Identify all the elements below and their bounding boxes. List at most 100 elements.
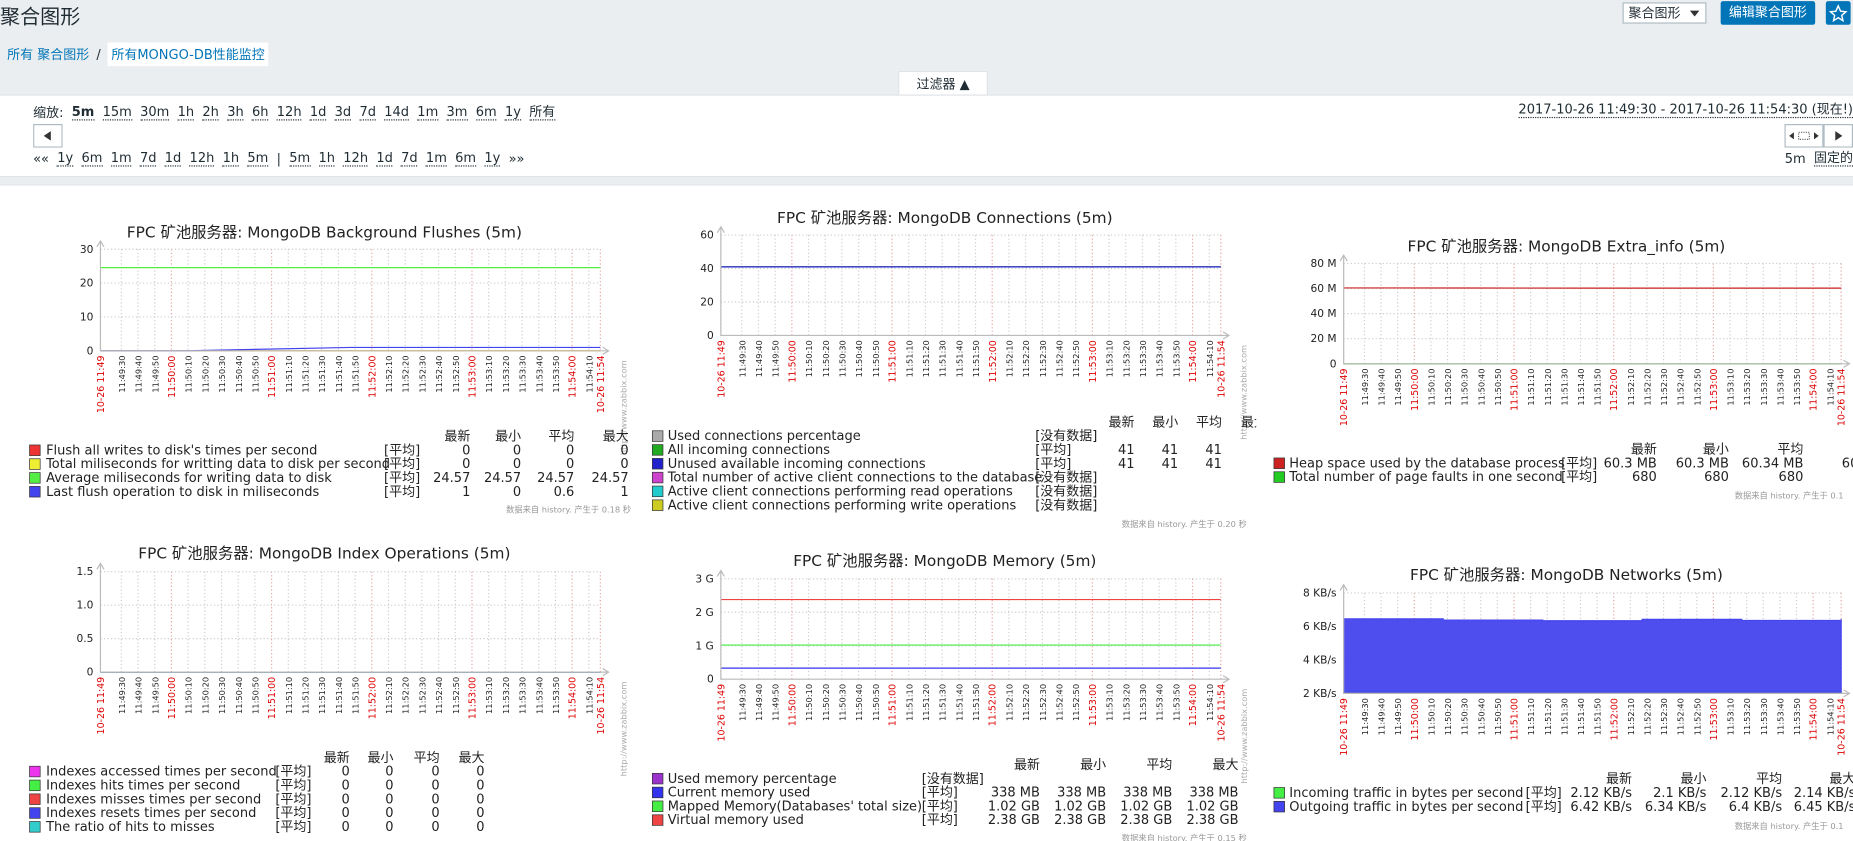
x-tick-label: 11:50:40 xyxy=(1476,369,1486,406)
scroll-left[interactable] xyxy=(33,124,63,148)
legend-name: Unused available incoming connections xyxy=(668,457,926,472)
legend-stat: 338 MB xyxy=(1057,786,1106,801)
legend-stat: 24.57 xyxy=(537,471,574,486)
zoom-link[interactable]: 5m xyxy=(71,103,95,120)
zoom-link[interactable]: 15m xyxy=(102,103,132,120)
x-tick-label: 11:52:10 xyxy=(384,356,394,393)
nav-forward-link[interactable]: 6m xyxy=(455,150,477,167)
x-tick-label: 11:54:00 xyxy=(1188,684,1199,726)
filter-tab[interactable]: 过滤器 ▲ xyxy=(898,70,988,96)
legend-func: [平均] xyxy=(275,820,311,835)
legend-stat: 60.34 MB xyxy=(1742,456,1803,471)
star-icon xyxy=(1828,4,1848,23)
nav-forward-link[interactable]: »» xyxy=(508,151,525,167)
nav-back-link[interactable]: «« xyxy=(33,151,50,167)
nav-row: «« 1y 6m 1m 7d 1d 12h 1h 5m | 5m 1h 12h 1d 7d 1m 6m 1y »» xyxy=(33,150,525,167)
x-tick-label: 11:49:30 xyxy=(117,677,127,714)
legend-header: 最新 xyxy=(1631,442,1657,458)
zoom-link[interactable]: 1m xyxy=(417,103,439,120)
legend-stat: 24.57 xyxy=(484,471,521,486)
y-tick-label: 1.5 xyxy=(76,565,93,578)
nav-back-link[interactable]: 1h xyxy=(222,150,240,167)
x-tick-label: 11:52:20 xyxy=(1021,684,1031,721)
x-tick-label: 11:49:40 xyxy=(1377,369,1387,406)
x-tick-label: 11:49:30 xyxy=(1360,698,1370,735)
legend-func: [平均] xyxy=(1561,456,1597,471)
graph: FPC 矿池服务器: MongoDB Connections (5m) 10-26… xyxy=(651,209,1256,529)
y-tick-label: 0 xyxy=(87,666,94,679)
zoom-link[interactable]: 7d xyxy=(359,103,376,120)
nav-back-link[interactable]: 1m xyxy=(110,150,132,167)
nav-back-link[interactable]: 1d xyxy=(164,150,182,167)
breadcrumb-link[interactable]: 所有 聚合图形 xyxy=(7,47,90,63)
x-tick-label: 10-26 11:54 xyxy=(1837,369,1848,427)
x-tick-label: 11:50:10 xyxy=(184,356,194,393)
nav-forward-link[interactable]: 1d xyxy=(376,150,393,167)
x-tick-label: 10-26 11:49 xyxy=(96,677,107,735)
nav-forward-link[interactable]: 1m xyxy=(425,150,447,167)
x-tick-label: 11:52:10 xyxy=(1004,340,1014,377)
nav-back-link[interactable]: 5m xyxy=(247,150,269,167)
legend-name: Indexes misses times per second xyxy=(46,792,261,807)
axes xyxy=(1343,256,1849,365)
x-tick-label: 11:53:40 xyxy=(534,356,544,393)
zoom-link[interactable]: 2h xyxy=(202,103,219,120)
x-tick-label: 10-26 11:49 xyxy=(716,340,727,398)
scroll-right[interactable] xyxy=(1784,124,1853,148)
x-tick-label: 11:50:40 xyxy=(234,356,244,393)
legend-header: 最小 xyxy=(1152,415,1178,430)
zoom-link[interactable]: 3h xyxy=(227,103,244,120)
legend-stat: 0 xyxy=(385,792,393,807)
legend-stat: 60.3 MB xyxy=(1604,456,1657,471)
zoom-link[interactable]: 6h xyxy=(251,103,269,120)
legend-header: 平均 xyxy=(414,751,440,766)
legend-header: 最新 xyxy=(324,750,350,766)
x-tick-label: 11:52:40 xyxy=(1676,369,1686,406)
nav-back-link[interactable]: 7d xyxy=(139,150,157,167)
zoom-link[interactable]: 14d xyxy=(384,103,410,120)
legend-header: 最大 xyxy=(459,751,485,766)
x-tick-label: 11:51:50 xyxy=(1593,698,1603,735)
nav-forward-link[interactable]: 5m xyxy=(289,150,311,167)
x-tick-label: 11:53:40 xyxy=(1775,369,1785,406)
nav-back-link[interactable]: 1y xyxy=(57,150,74,167)
legend-swatch xyxy=(29,458,41,470)
x-tick-label: 11:53:30 xyxy=(1138,684,1148,721)
legend-stat: 1.02 GB xyxy=(1054,799,1106,814)
graph-footer: 数据来自 history. 产生于 0.20 秒 xyxy=(1122,519,1247,529)
zoom-link[interactable]: 所有 xyxy=(529,103,556,120)
zoom-link[interactable]: 1y xyxy=(504,103,521,120)
favorite-button[interactable] xyxy=(1825,1,1851,25)
zoom-link[interactable]: 3d xyxy=(334,103,352,120)
nav-forward-link[interactable]: 12h xyxy=(343,150,369,167)
x-tick-label: 11:53:40 xyxy=(1775,698,1785,735)
zoom-link[interactable]: 30m xyxy=(140,103,170,120)
x-tick-label: 11:51:30 xyxy=(938,340,948,377)
legend-name: Indexes resets times per second xyxy=(46,806,256,821)
legend-swatch xyxy=(651,814,664,826)
legend-stat: 0 xyxy=(620,443,628,458)
x-tick-label: 11:52:00 xyxy=(1609,369,1620,411)
breadcrumb-current[interactable]: 所有MONGO-DB性能监控 xyxy=(107,42,269,67)
legend-func: [平均] xyxy=(384,485,420,500)
nav-back-link[interactable]: 12h xyxy=(189,150,215,167)
edit-button[interactable]: 编辑聚合图形 xyxy=(1720,1,1816,25)
nav-forward-link[interactable]: 1y xyxy=(484,150,501,167)
nav-forward-link[interactable]: 1h xyxy=(318,150,336,167)
nav-forward-link[interactable]: 7d xyxy=(401,150,418,167)
x-tick-label: 11:49:40 xyxy=(754,340,764,377)
zoom-link[interactable]: 3m xyxy=(446,103,468,120)
fixed-toggle[interactable]: 固定的 xyxy=(1814,150,1853,167)
zoom-link[interactable]: 1d xyxy=(309,103,327,120)
x-tick-label: 11:51:20 xyxy=(1543,698,1553,735)
nav-back-link[interactable]: 6m xyxy=(81,150,103,167)
x-tick-label: 11:51:10 xyxy=(1526,698,1536,735)
period[interactable]: 2017-10-26 11:49:30 - 2017-10-26 11:54:3… xyxy=(1518,101,1853,119)
axes xyxy=(99,242,608,352)
x-tick-label: 11:51:50 xyxy=(971,340,981,377)
zoom-link[interactable]: 1h xyxy=(177,103,195,120)
zoom-link[interactable]: 12h xyxy=(276,103,302,120)
period-length: 5m xyxy=(1784,151,1806,167)
zoom-link[interactable]: 6m xyxy=(475,103,497,120)
screen-select[interactable]: 聚合图形 xyxy=(1622,2,1707,24)
